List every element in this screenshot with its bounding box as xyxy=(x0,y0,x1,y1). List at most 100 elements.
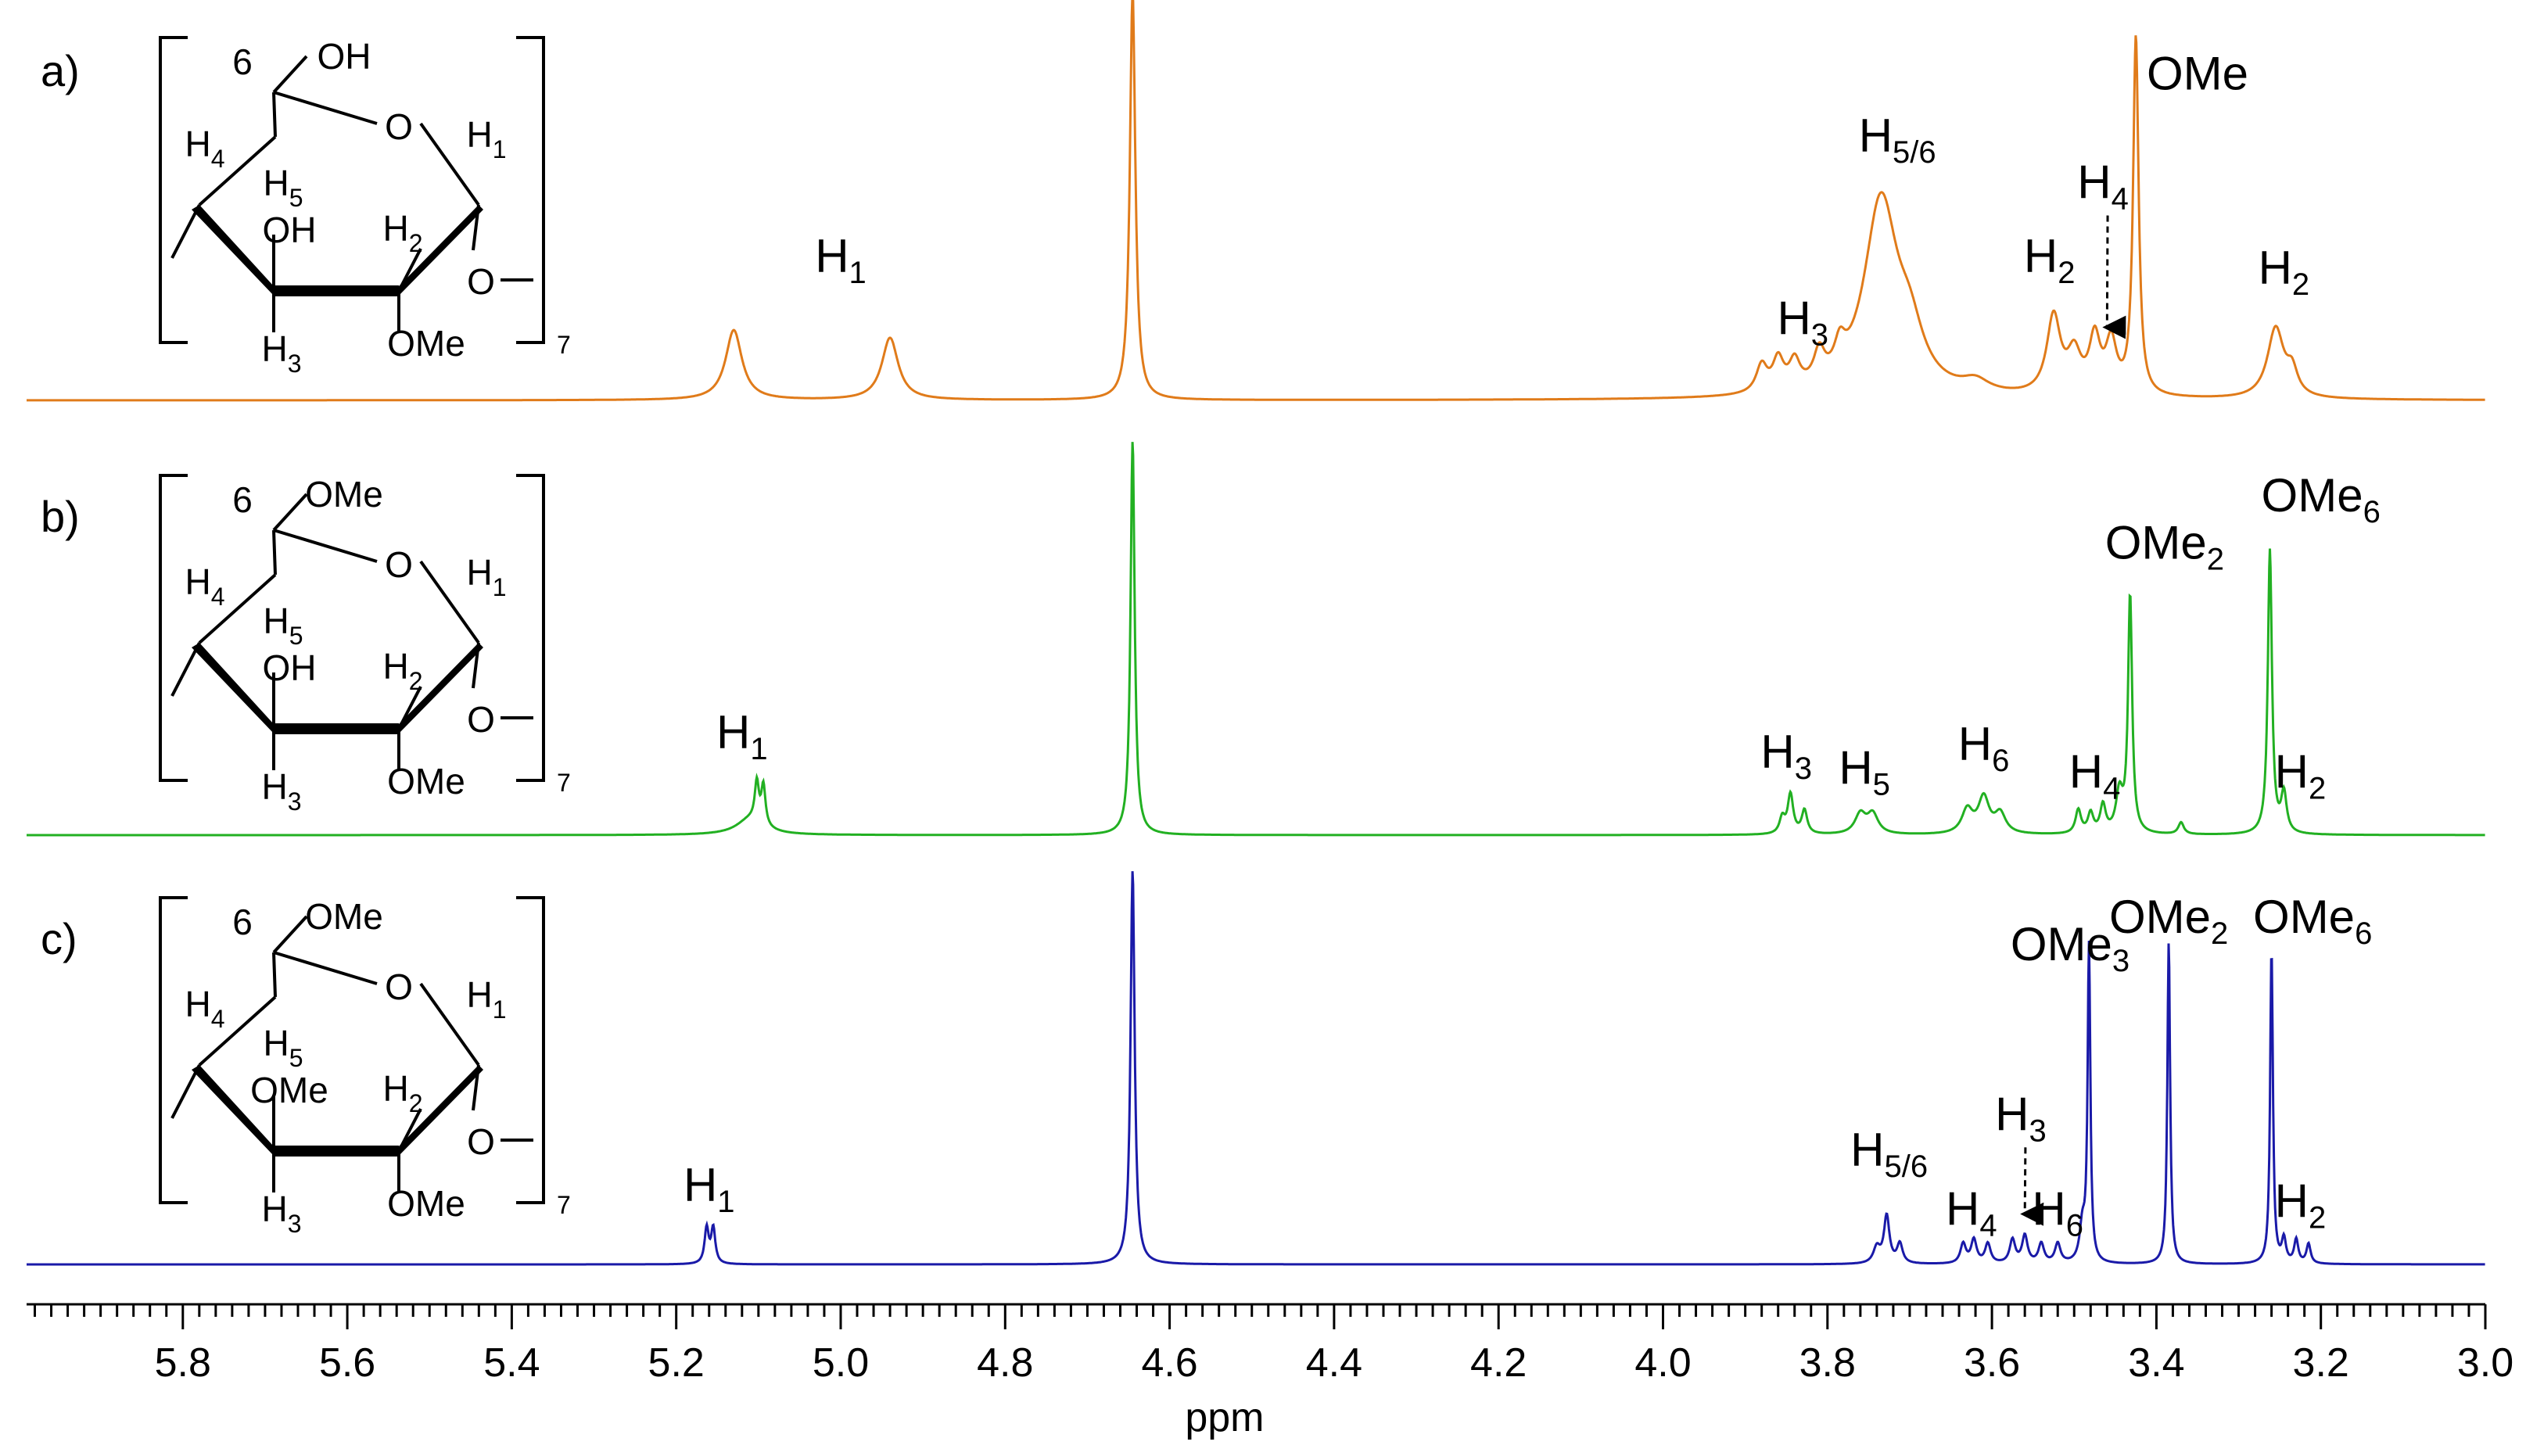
h5-atom: H5 xyxy=(263,601,303,650)
bond-c2-up xyxy=(397,248,422,292)
h1-atom: H1 xyxy=(466,114,506,163)
o3-substituent: OH xyxy=(263,210,317,250)
ring-bond-o-c1 xyxy=(419,560,480,644)
peak-label-1-4: H2 xyxy=(2024,230,2076,290)
glycosidic-oxygen: O xyxy=(467,699,495,740)
ring-bond-c5-o xyxy=(273,529,378,563)
bond-c4-substituent xyxy=(170,642,201,697)
repeat-count: 7 xyxy=(557,769,571,797)
ring-bond-c5-o xyxy=(273,91,378,125)
tick-label-3-2: 3.2 xyxy=(2293,1340,2349,1386)
o2-substituent: OMe xyxy=(387,1183,465,1224)
peak-label-1-7: H2 xyxy=(2259,242,2310,302)
left-bracket xyxy=(159,474,188,782)
o6-substituent: OMe xyxy=(305,474,383,515)
bond-c4-substituent xyxy=(170,1064,201,1119)
left-bracket xyxy=(159,36,188,344)
tick-label-4-4: 4.4 xyxy=(1306,1340,1362,1386)
tick-label-3-8: 3.8 xyxy=(1799,1340,1856,1386)
ring-bond-o-c1 xyxy=(419,122,480,206)
tick-label-3-6: 3.6 xyxy=(1964,1340,2020,1386)
peak-label-1-1: H1 xyxy=(815,230,867,290)
o3-substituent: OMe xyxy=(250,1070,328,1110)
panel-label-2: b) xyxy=(41,492,80,541)
bond-c2-up xyxy=(397,686,422,730)
spectrum-trace-3 xyxy=(27,871,2485,1266)
ring-bond-c5 xyxy=(272,529,277,576)
tick-label-3-0: 3.0 xyxy=(2457,1340,2513,1386)
tick-label-4-0: 4.0 xyxy=(1634,1340,1691,1386)
o2-substituent: OMe xyxy=(387,323,465,364)
peak-label-3-2: H5/6 xyxy=(1850,1124,1928,1184)
spectra-traces xyxy=(27,0,2485,1266)
h3-atom: H3 xyxy=(261,328,301,378)
ring-oxygen: O xyxy=(385,966,413,1007)
h2-atom: H2 xyxy=(382,646,422,695)
h2-atom: H2 xyxy=(382,208,422,257)
bond-c2-up xyxy=(397,1108,422,1152)
wedge-c2-c1 xyxy=(399,643,483,733)
tick-label-4-8: 4.8 xyxy=(977,1340,1033,1386)
h3-atom: H3 xyxy=(261,766,301,816)
bond-c4-substituent xyxy=(170,204,201,259)
h4-atom: H4 xyxy=(185,984,224,1033)
ring-bond-c5 xyxy=(272,952,277,998)
peak-label-1-5: H4 xyxy=(2077,156,2129,217)
peak-label-2-7: OMe6 xyxy=(2262,469,2381,529)
peak-label-2-3: H5 xyxy=(1839,741,1890,802)
repeat-count: 7 xyxy=(557,331,571,359)
wedge-c2-c1 xyxy=(399,205,483,296)
wedge-c4-c3 xyxy=(192,205,274,296)
peak-label-2-6: OMe2 xyxy=(2105,517,2224,577)
peak-label-3-8: OMe6 xyxy=(2253,891,2372,951)
peak-label-1-2: H3 xyxy=(1777,292,1828,353)
h5-atom: H5 xyxy=(263,163,303,212)
h4-atom: H4 xyxy=(185,561,224,611)
glycosidic-oxygen: O xyxy=(467,261,495,302)
peak-label-2-2: H3 xyxy=(1760,726,1812,786)
bond-c6 xyxy=(272,915,308,954)
peak-label-3-3: H4 xyxy=(1946,1183,1997,1243)
peak-label-2-8: H2 xyxy=(2275,745,2327,805)
right-bracket xyxy=(516,896,545,1204)
h5-atom: H5 xyxy=(263,1023,303,1072)
peak-label-3-9: H2 xyxy=(2275,1174,2327,1235)
panel-label-3: c) xyxy=(41,914,77,963)
tick-label-5-6: 5.6 xyxy=(319,1340,375,1386)
ring-oxygen: O xyxy=(385,106,413,147)
annotation-arrow-1 xyxy=(2102,215,2126,339)
wedge-c4-c3 xyxy=(192,643,274,733)
ring-bond-c5-c4 xyxy=(198,995,277,1067)
tick-label-5-8: 5.8 xyxy=(155,1340,211,1386)
wedge-c4-c3 xyxy=(192,1065,274,1156)
right-bracket xyxy=(516,36,545,344)
tick-label-3-4: 3.4 xyxy=(2128,1340,2184,1386)
peak-label-2-5: H4 xyxy=(2069,745,2121,805)
ring-oxygen: O xyxy=(385,544,413,585)
x-axis: 5.8 5.6 5.4 5.2 5.0 4.8 4.6 4.4 4.2 4.0 3.8 3.6 3.4 3… xyxy=(27,1303,2513,1440)
ring-bond-c5-c4 xyxy=(198,135,277,206)
tick-label-4-2: 4.2 xyxy=(1470,1340,1527,1386)
o3-substituent: OH xyxy=(263,647,317,688)
peak-label-1-6: OMe xyxy=(2147,47,2248,99)
peak-label-3-7: OMe2 xyxy=(2109,891,2228,951)
tick-label-5-0: 5.0 xyxy=(813,1340,869,1386)
tick-label-4-6: 4.6 xyxy=(1141,1340,1197,1386)
peak-label-1-3: H5/6 xyxy=(1859,109,1936,170)
peak-label-3-4: H3 xyxy=(1995,1088,2047,1148)
peak-label-3-6: OMe3 xyxy=(2011,918,2130,978)
peak-label-2-1: H1 xyxy=(716,706,768,766)
glycosidic-oxygen: O xyxy=(467,1121,495,1162)
repeat-count: 7 xyxy=(557,1191,571,1219)
spectrum-trace-1 xyxy=(27,0,2485,402)
bond-c6 xyxy=(272,493,308,532)
o6-substituent: OMe xyxy=(305,896,383,937)
h2-atom: H2 xyxy=(382,1068,422,1117)
c6-number: 6 xyxy=(232,41,253,82)
tick-label-5-4: 5.4 xyxy=(483,1340,540,1386)
